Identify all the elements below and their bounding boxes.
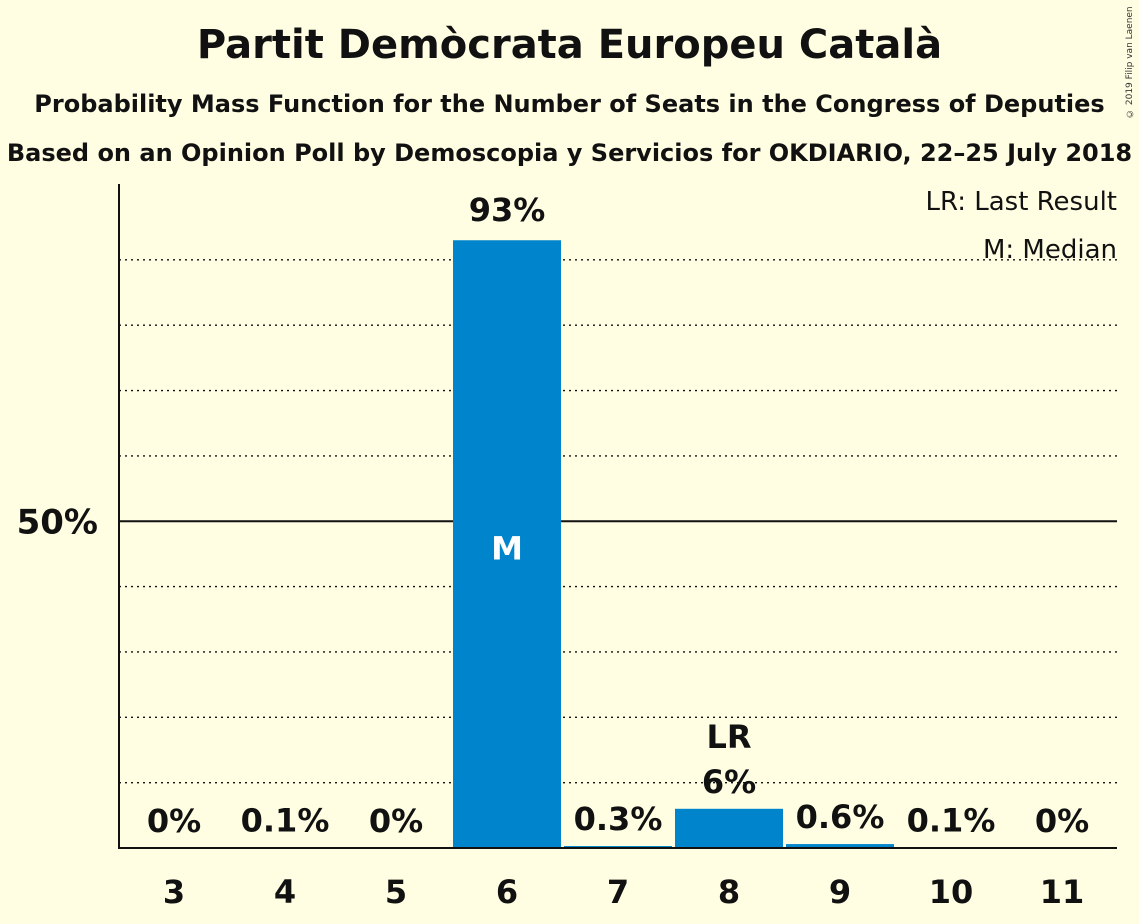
chart-title: Partit Demòcrata Europeu Català	[196, 22, 943, 68]
bar-8	[675, 808, 783, 848]
value-label-9: 0.6%	[796, 798, 885, 836]
value-label-3: 0%	[147, 802, 201, 840]
value-label-11: 0%	[1035, 802, 1089, 840]
axes: 50%	[17, 184, 1117, 849]
last-result-marker: LR	[706, 718, 751, 756]
chart-source: Based on an Opinion Poll by Demoscopia y…	[6, 139, 1133, 167]
gridlines	[119, 259, 1117, 784]
bars	[231, 240, 1005, 848]
median-marker: M	[491, 529, 523, 567]
x-tick-label-11: 11	[1040, 873, 1085, 911]
x-tick-label-6: 6	[496, 873, 518, 911]
x-tick-label-3: 3	[163, 873, 185, 911]
x-tick-label-7: 7	[607, 873, 629, 911]
x-tick-label-10: 10	[929, 873, 974, 911]
bar-9	[786, 844, 894, 848]
x-tick-label-8: 8	[718, 873, 740, 911]
chart-subtitle: Probability Mass Function for the Number…	[34, 90, 1105, 118]
x-tick-labels: 3 4 5 6 7 8 9 10 11	[163, 873, 1084, 911]
x-tick-label-4: 4	[274, 873, 296, 911]
x-tick-label-5: 5	[385, 873, 407, 911]
value-label-8: 6%	[702, 763, 756, 801]
value-label-7: 0.3%	[574, 800, 663, 838]
legend-last-result: LR: Last Result	[925, 187, 1117, 217]
value-label-5: 0%	[369, 802, 423, 840]
value-label-10: 0.1%	[907, 801, 996, 839]
bar-6	[453, 240, 561, 848]
value-label-6: 93%	[469, 191, 546, 229]
x-tick-label-9: 9	[829, 873, 851, 911]
markers: M LR	[491, 529, 751, 756]
y-tick-label: 50%	[17, 502, 98, 542]
value-label-4: 0.1%	[241, 801, 330, 839]
legend-median: M: Median	[983, 235, 1117, 265]
value-labels: 0% 0.1% 0% 93% 0.3% 6% 0.6% 0.1% 0%	[147, 191, 1089, 840]
